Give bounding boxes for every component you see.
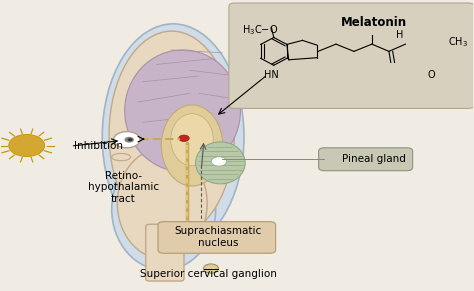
Text: Suprachiasmatic
nucleus: Suprachiasmatic nucleus [174,226,262,248]
FancyBboxPatch shape [319,148,413,171]
FancyBboxPatch shape [158,222,276,253]
Ellipse shape [112,153,131,161]
Circle shape [179,135,189,141]
Circle shape [114,132,140,148]
Text: Superior cervical ganglion: Superior cervical ganglion [140,269,277,279]
Circle shape [203,264,219,273]
Text: CH$_3$: CH$_3$ [447,35,468,49]
Text: Melatonin: Melatonin [341,16,407,29]
Text: H$_3$C$-$O: H$_3$C$-$O [242,23,278,37]
Ellipse shape [125,50,240,172]
Circle shape [128,138,133,141]
Circle shape [125,137,134,143]
Text: O: O [428,70,436,79]
Text: Pineal gland: Pineal gland [342,154,406,164]
FancyBboxPatch shape [229,3,474,109]
Ellipse shape [171,114,213,166]
FancyBboxPatch shape [146,224,184,281]
Text: H: H [396,30,403,40]
Ellipse shape [161,105,223,186]
Ellipse shape [112,148,216,270]
Ellipse shape [109,31,234,237]
Text: Inhibition: Inhibition [74,141,123,151]
Text: Retino-
hypothalamic
tract: Retino- hypothalamic tract [88,171,159,204]
Ellipse shape [118,148,207,258]
Ellipse shape [102,24,244,250]
Text: HN: HN [264,70,279,79]
Circle shape [9,134,45,157]
Ellipse shape [196,142,245,184]
Circle shape [211,157,227,166]
